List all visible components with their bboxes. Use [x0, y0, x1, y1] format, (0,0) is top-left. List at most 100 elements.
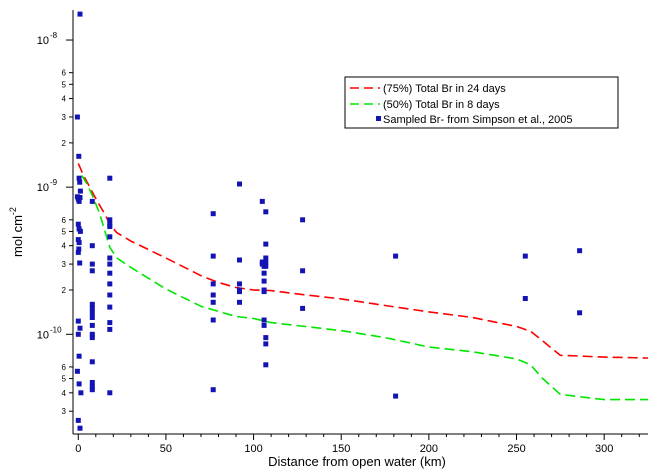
sample-point [263, 255, 269, 261]
sample-point [261, 278, 267, 284]
sample-point [107, 270, 113, 276]
sample-point [77, 188, 83, 194]
legend-label-50: (50%) Total Br in 8 days [383, 99, 500, 111]
sample-point [77, 11, 83, 17]
sample-point [89, 384, 95, 390]
y-minor-tick-label: 2 [62, 286, 67, 295]
y-minor-tick-label: 3 [62, 260, 67, 269]
sample-point [261, 317, 267, 323]
sample-point [76, 353, 82, 359]
x-tick-label: 100 [244, 443, 262, 455]
legend-label-75: (75%) Total Br in 24 days [383, 83, 506, 95]
sample-point [75, 237, 81, 243]
sample-point [77, 195, 83, 200]
sample-point [89, 261, 95, 267]
y-minor-tick-label: 3 [62, 407, 67, 416]
sample-point [76, 198, 82, 204]
y-major-tick-label: 10 [37, 329, 49, 341]
y-major-tick-label: 10 [37, 182, 49, 194]
sample-point [393, 393, 399, 399]
sample-point [263, 209, 269, 215]
sample-point [263, 263, 269, 269]
y-minor-tick-label: 6 [62, 363, 67, 372]
sample-point [107, 281, 113, 287]
sample-point [261, 270, 267, 276]
y-minor-tick-label: 4 [62, 95, 67, 104]
y-minor-tick-label: 4 [62, 389, 67, 398]
sample-point [261, 322, 267, 328]
sample-point [107, 255, 113, 261]
sample-point [107, 224, 113, 229]
sample-point [522, 253, 528, 259]
sample-point [263, 335, 269, 341]
legend-box [344, 76, 619, 129]
legend-swatch-sampled [376, 116, 381, 121]
sample-point [107, 261, 113, 267]
sample-point [577, 248, 583, 254]
sample-point [78, 390, 84, 396]
sample-point [237, 299, 242, 305]
sample-point [89, 322, 95, 328]
sample-point [89, 243, 95, 249]
legend: (75%) Total Br in 24 days (50%) Total Br… [344, 76, 619, 129]
y-axis-title-exponent: -2 [8, 207, 18, 215]
sample-point [107, 234, 113, 240]
sample-point [237, 257, 242, 263]
x-tick-label: 300 [595, 443, 613, 455]
sample-point [77, 260, 83, 266]
sample-point [89, 198, 95, 204]
y-minor-tick-label: 5 [62, 227, 67, 236]
x-tick-label: 200 [420, 443, 438, 455]
sample-point [107, 304, 113, 310]
sample-point [261, 289, 267, 295]
sample-point [522, 296, 528, 301]
sample-point [89, 359, 95, 365]
sample-point [259, 198, 265, 204]
y-major-tick-exponent: -8 [50, 31, 58, 40]
sample-point [393, 253, 399, 259]
sample-point [577, 310, 583, 316]
sample-point [77, 228, 83, 234]
y-minor-tick-label: 5 [62, 80, 67, 89]
sample-point [77, 325, 83, 331]
series-layer [74, 11, 648, 431]
sample-point [76, 175, 82, 181]
x-tick-label: 0 [75, 443, 81, 455]
sample-point [107, 175, 113, 181]
x-tick-label: 150 [332, 443, 350, 455]
sample-point [263, 241, 269, 247]
sample-point [237, 281, 242, 287]
sample-point [107, 320, 113, 326]
sample-point [76, 153, 82, 159]
sample-point [107, 217, 113, 223]
y-minor-tick-label: 3 [62, 113, 67, 122]
sample-point [75, 331, 81, 337]
sample-point [107, 292, 113, 298]
sample-point [89, 268, 95, 274]
sample-point [300, 268, 306, 274]
sample-point [89, 387, 95, 393]
sample-point [89, 380, 95, 385]
sample-point [263, 362, 269, 368]
sample-point [89, 335, 95, 341]
x-tick-label: 50 [160, 443, 172, 455]
sample-point [210, 211, 216, 217]
sample-point [74, 114, 80, 120]
sample-point [263, 259, 269, 265]
sample-point [300, 217, 306, 223]
x-tick-label: 250 [507, 443, 525, 455]
sample-point [76, 381, 82, 387]
sample-point [74, 368, 80, 374]
sample-point [75, 318, 81, 324]
y-minor-tick-label: 5 [62, 375, 67, 384]
y-major-tick-exponent: -9 [50, 178, 58, 187]
sample-point [263, 341, 269, 347]
sample-point [107, 390, 113, 396]
sample-point [75, 221, 81, 227]
y-major-tick-exponent: -10 [50, 325, 62, 334]
sample-point [89, 301, 95, 307]
y-minor-tick-label: 4 [62, 242, 67, 251]
sample-point [237, 289, 242, 295]
